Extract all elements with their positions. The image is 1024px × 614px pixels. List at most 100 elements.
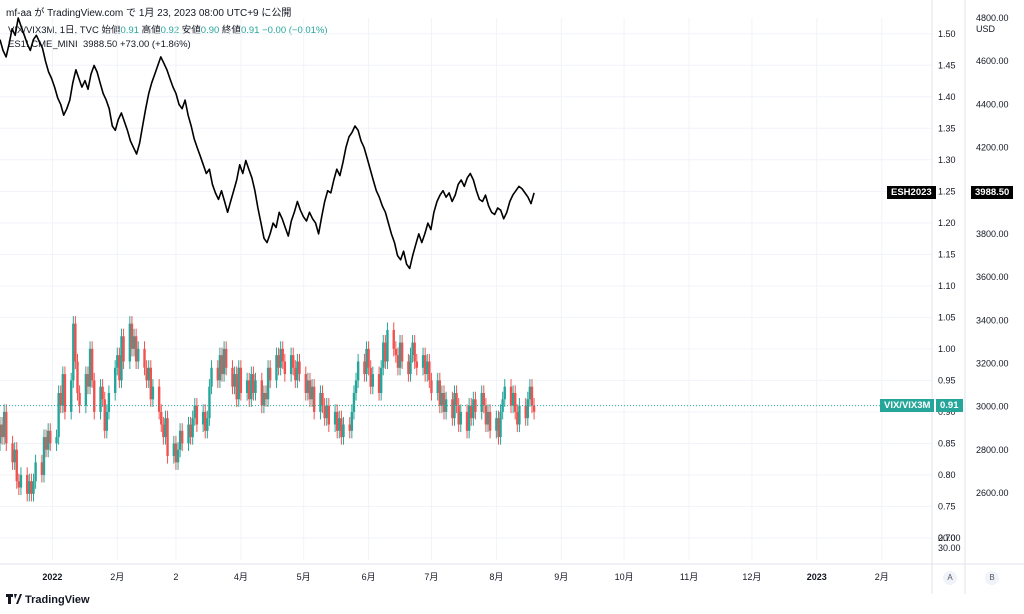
vix-candle-117: [340, 418, 343, 438]
vix-candle-31: [88, 348, 92, 387]
legend-close-label: 終値: [221, 25, 241, 36]
vix-candle-13: [34, 462, 37, 482]
vix-candle-166: [484, 405, 488, 425]
vix-candle-61: [176, 449, 180, 463]
vix-candle-25: [72, 323, 75, 381]
vix-candle-42: [120, 336, 123, 381]
time-axis-label-2: 2: [173, 572, 178, 582]
vix-tick-label-13: 0.85: [938, 438, 956, 448]
vix-candle-129: [377, 374, 381, 393]
vix-candle-88: [254, 380, 257, 393]
vix-candle-45: [130, 323, 134, 349]
vix-candle-78: [224, 348, 228, 368]
vix-candle-109: [319, 392, 322, 412]
vix-candle-6: [15, 449, 18, 482]
vix-candle-38: [107, 392, 111, 412]
es-tag-label: ESH2023: [891, 187, 932, 199]
time-axis-label-12: 2023: [807, 572, 827, 582]
vix-candle-121: [352, 392, 356, 412]
vix-candle-104: [304, 374, 307, 393]
vix-candle-22: [61, 374, 65, 406]
vix-candle-62: [178, 430, 182, 450]
vix-candle-47: [134, 336, 138, 362]
scale-a-button[interactable]: A: [943, 571, 957, 585]
vix-tick-label-1: 1.45: [938, 60, 956, 70]
vix-candle-20: [57, 392, 60, 438]
vix-candle-92: [266, 367, 270, 400]
vix-candle-106: [308, 380, 312, 400]
vix-candle-142: [413, 342, 416, 362]
vix-candle-126: [367, 348, 370, 368]
vix-candle-66: [191, 418, 194, 438]
vix-candle-149: [436, 380, 439, 393]
vix-candle-68: [195, 405, 199, 425]
vix-last-price-value: 0.91: [936, 398, 963, 412]
vix-candle-175: [511, 392, 515, 406]
vix-candle-49: [143, 348, 146, 368]
vix-candle-79: [231, 367, 234, 387]
time-axis-label-0: 2022: [42, 572, 62, 582]
legend-high: 0.92: [160, 25, 180, 36]
scale-b-button[interactable]: B: [985, 571, 999, 585]
legend-es[interactable]: ES1! CME_MINI 3988.50 +73.00 (+1.86%): [8, 39, 191, 51]
vix-candle-23: [63, 374, 67, 412]
vix-candle-81: [235, 374, 238, 400]
vix-tick-label-6: 1.20: [938, 218, 956, 228]
vix-tick-label-3: 1.35: [938, 123, 956, 133]
vix-candle-138: [400, 342, 404, 362]
tradingview-logo-icon: [6, 594, 22, 604]
vix-candle-71: [206, 418, 209, 431]
vix-candle-99: [289, 355, 293, 375]
es-tick-label-3: 4200.00: [976, 143, 1009, 153]
legend-es-last: 3988.50: [82, 39, 118, 50]
time-axis-label-8: 9月: [554, 572, 568, 582]
vix-candle-141: [411, 342, 414, 356]
vix-candle-35: [101, 386, 104, 400]
vix-candle-164: [480, 392, 483, 412]
vix-candle-178: [518, 405, 521, 425]
vix-candle-18: [49, 430, 52, 444]
vix-candle-146: [426, 361, 429, 375]
legend-vix[interactable]: VIX/VIX3M, 1日, TVC 始値0.91 高値0.92 安値0.90 …: [8, 25, 328, 37]
vix-candle-105: [306, 380, 310, 393]
vix-candle-74: [216, 367, 220, 381]
vix-candle-29: [84, 374, 88, 406]
vix-candle-168: [488, 411, 492, 431]
vix-candle-93: [268, 367, 272, 381]
vix-candle-3: [5, 411, 8, 444]
es-last-price-value: 3988.50: [971, 186, 1014, 200]
vix-candle-27: [76, 361, 79, 393]
es-tick-label-2: 4400.00: [976, 99, 1009, 109]
vix-candle-60: [174, 443, 178, 463]
vix-tick-label-5: 1.25: [938, 186, 956, 196]
vix-tick-label-15: 0.75: [938, 501, 956, 511]
vix-tick-label-2: 1.40: [938, 92, 956, 102]
vix-candle-32: [90, 348, 94, 381]
legend-vix-change: −0.00 (−0.01%): [262, 25, 328, 36]
vix-candle-0: [0, 424, 2, 444]
vix-candle-96: [279, 348, 282, 368]
vix-candle-179: [524, 405, 527, 419]
vix-candle-82: [237, 367, 240, 400]
legend-open-label: 始値: [101, 25, 121, 36]
vix-candle-83: [239, 367, 243, 393]
vix-candle-170: [497, 418, 500, 438]
legend-open: 0.91: [120, 25, 139, 36]
vix-candle-52: [149, 367, 152, 400]
legend-es-symbol: ES1! CME_MINI: [8, 39, 78, 50]
vix-candle-100: [292, 355, 295, 368]
vix-candle-44: [128, 323, 132, 362]
vix-candle-97: [281, 348, 284, 362]
vix-candles: [0, 316, 536, 502]
vix-candle-40: [116, 355, 119, 368]
vix-candle-143: [415, 361, 418, 368]
vix-candle-51: [147, 367, 150, 381]
vix-candle-98: [283, 361, 287, 375]
footer-brand: TradingView: [6, 594, 90, 606]
vix-candle-110: [321, 392, 324, 406]
vix-candle-69: [201, 411, 205, 425]
vix-candle-183: [532, 405, 536, 412]
vix-tick-label-10: 1.00: [938, 344, 956, 354]
vix-candle-147: [428, 361, 431, 381]
